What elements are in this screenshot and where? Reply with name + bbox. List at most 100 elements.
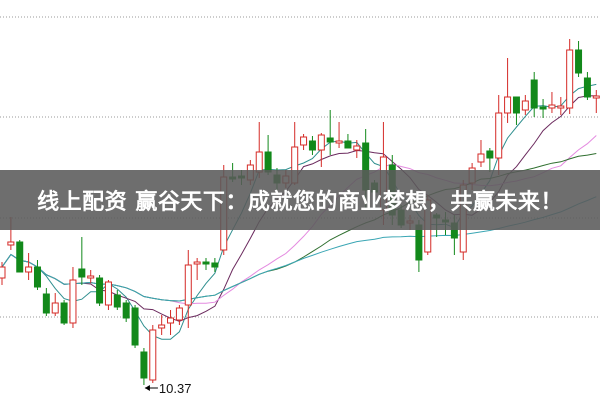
candle	[583, 72, 591, 100]
candle-body	[69, 279, 77, 324]
candle	[530, 72, 538, 117]
candle-body	[575, 49, 583, 74]
candle	[539, 99, 547, 118]
candle-body	[530, 79, 538, 109]
candle-body	[353, 145, 361, 151]
candle	[308, 136, 316, 155]
candle	[557, 97, 565, 115]
candle	[512, 96, 520, 125]
candle-body	[184, 264, 192, 306]
candle	[344, 134, 352, 149]
candle	[175, 305, 183, 325]
candle-body	[7, 241, 15, 246]
candle-body	[16, 241, 24, 273]
candle-body	[495, 112, 503, 159]
candle-body	[51, 302, 59, 314]
candle-body	[131, 307, 139, 346]
candle-body	[308, 140, 316, 151]
promo-banner: 线上配资 赢谷天下：成就您的商业梦想，共赢未来！	[0, 170, 600, 230]
candle	[87, 270, 95, 283]
candle-body	[335, 140, 343, 144]
candle	[96, 275, 104, 306]
candle-body	[33, 266, 41, 288]
candle	[158, 315, 166, 335]
candle	[486, 148, 494, 172]
candle-body	[477, 153, 485, 163]
low-annotation: 10.37	[144, 381, 192, 396]
candle	[78, 237, 86, 285]
candle-body	[415, 224, 423, 261]
candle-body	[592, 95, 600, 99]
candle	[326, 110, 334, 155]
candle	[69, 267, 77, 328]
candle	[149, 325, 157, 383]
candle	[592, 90, 600, 113]
candle	[167, 310, 175, 335]
candle-body	[211, 262, 219, 268]
candle	[300, 134, 308, 150]
candle-body	[566, 49, 574, 109]
candle	[504, 58, 512, 123]
candle	[353, 140, 361, 158]
candle	[16, 240, 24, 273]
candle-body	[158, 324, 166, 329]
candle	[33, 260, 41, 290]
candle-body	[149, 329, 157, 381]
candle-body	[486, 150, 494, 159]
candle-body	[0, 266, 6, 279]
candle-body	[202, 261, 210, 265]
candle-body	[326, 137, 334, 143]
candle-body	[300, 136, 308, 146]
candle-body	[42, 293, 50, 314]
candle-body	[113, 294, 121, 308]
candle-body	[583, 77, 591, 98]
candle-body	[255, 151, 263, 173]
candle-body	[193, 261, 201, 265]
candle	[51, 293, 59, 316]
candle	[131, 305, 139, 348]
candle	[104, 280, 112, 310]
candle	[566, 39, 574, 114]
candle	[202, 258, 210, 270]
candle	[140, 348, 148, 385]
candle-body	[122, 302, 130, 319]
candle	[113, 290, 121, 310]
candle-body	[264, 151, 272, 173]
candle	[122, 300, 130, 322]
gridlines	[0, 16, 600, 318]
candle-body	[87, 275, 95, 279]
candle	[60, 300, 68, 325]
candle-body	[317, 134, 325, 151]
candle-body	[344, 140, 352, 149]
candle-body	[548, 104, 556, 109]
candle	[317, 133, 325, 167]
candle	[521, 95, 529, 115]
candle	[193, 258, 201, 280]
candle-body	[60, 302, 68, 324]
candle-body	[521, 100, 529, 111]
promo-banner-text: 线上配资 赢谷天下：成就您的商业梦想，共赢未来！	[37, 190, 563, 215]
candle-body	[104, 281, 112, 306]
candle	[335, 122, 343, 148]
candle	[477, 140, 485, 167]
arrow-head-icon	[144, 385, 150, 391]
candle	[264, 135, 272, 175]
candle-body	[512, 96, 520, 114]
candle	[495, 95, 503, 175]
candle-body	[140, 351, 148, 379]
candle-body	[539, 106, 547, 110]
low-price-label: 10.37	[159, 381, 192, 396]
candle	[548, 92, 556, 113]
candle-body	[167, 317, 175, 324]
candle	[0, 262, 6, 285]
candle	[211, 258, 219, 272]
candle-body	[175, 307, 183, 321]
candle-body	[25, 266, 33, 273]
candle-body	[557, 105, 565, 109]
candle-body	[504, 96, 512, 114]
candle	[575, 41, 583, 77]
candle	[25, 253, 33, 280]
candle	[184, 250, 192, 328]
candle-body	[78, 268, 86, 278]
